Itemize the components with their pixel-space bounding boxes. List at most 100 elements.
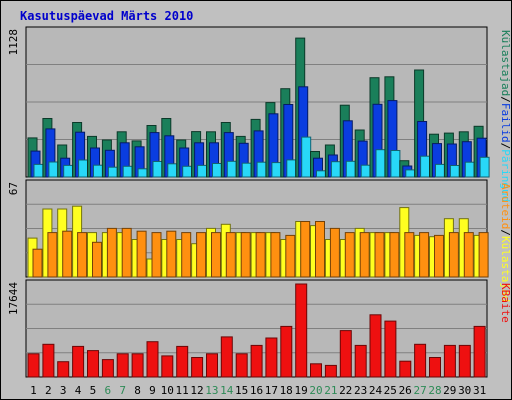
bar-kbaite-31 — [473, 325, 486, 378]
bar-kbaite-22 — [339, 330, 352, 378]
bar-päringud-16 — [256, 161, 267, 178]
x-tick-label-31: 31 — [473, 384, 486, 397]
bar-kbaite-23 — [354, 344, 367, 378]
x-tick-label-12: 12 — [190, 384, 203, 397]
bar-päringud-21 — [330, 161, 341, 178]
legend: KBaite — [499, 283, 512, 323]
bar-kbaite-16 — [250, 344, 263, 378]
x-tick-label-6: 6 — [104, 384, 111, 397]
bar-aruteid-24 — [374, 232, 385, 278]
bar-aruteid-8 — [136, 230, 147, 278]
legend-entry: Päringud — [499, 149, 512, 202]
bar-kbaite-20 — [310, 363, 322, 378]
bar-päringud-17 — [271, 162, 282, 178]
x-tick-label-30: 30 — [458, 384, 471, 397]
bar-aruteid-17 — [270, 232, 281, 278]
y-max-label: 17644 — [7, 282, 20, 315]
bar-kbaite-1 — [27, 353, 40, 378]
bar-päringud-13 — [212, 163, 222, 178]
bar-kbaite-18 — [280, 325, 293, 378]
bar-päringud-27 — [420, 155, 431, 178]
bar-kbaite-3 — [57, 361, 70, 378]
bar-aruteid-9 — [151, 232, 162, 278]
bar-aruteid-4 — [77, 232, 88, 278]
bar-päringud-31 — [479, 156, 490, 178]
bar-kbaite-7 — [116, 353, 129, 378]
bar-päringud-19 — [301, 136, 312, 178]
x-tick-label-17: 17 — [265, 384, 278, 397]
bar-päringud-12 — [197, 164, 208, 178]
bar-kbaite-13 — [206, 353, 218, 378]
bar-kbaite-8 — [131, 353, 144, 378]
legend: Aruteid/Külastajad — [499, 183, 512, 302]
y-max-label: 67 — [7, 182, 20, 195]
bar-aruteid-16 — [255, 232, 266, 278]
legend-entry: Külastajad — [499, 236, 512, 302]
chart-title: Kasutuspäevad Märts 2010 — [20, 9, 193, 23]
bar-päringud-15 — [241, 162, 252, 178]
bar-aruteid-3 — [62, 230, 73, 278]
bar-päringud-1 — [33, 163, 44, 178]
bar-kbaite-14 — [220, 336, 233, 378]
bar-aruteid-30 — [463, 232, 474, 278]
x-tick-label-23: 23 — [354, 384, 367, 397]
bar-kbaite-30 — [458, 344, 471, 378]
bar-päringud-5 — [93, 164, 103, 178]
bar-päringud-23 — [360, 164, 371, 178]
bar-aruteid-20 — [315, 221, 325, 278]
bar-kbaite-29 — [443, 344, 456, 378]
bar-kbaite-24 — [369, 314, 382, 378]
bar-päringud-28 — [435, 163, 445, 178]
bar-kbaite-15 — [235, 353, 248, 378]
bar-aruteid-29 — [448, 232, 459, 278]
bar-aruteid-27 — [419, 232, 430, 278]
x-tick-label-25: 25 — [384, 384, 397, 397]
legend-entry: KBaite — [499, 283, 512, 323]
x-tick-label-5: 5 — [90, 384, 97, 397]
bar-päringud-6 — [107, 166, 118, 178]
bar-aruteid-13 — [211, 232, 221, 278]
bar-kbaite-6 — [101, 359, 114, 378]
x-tick-label-2: 2 — [45, 384, 52, 397]
bar-päringud-24 — [375, 149, 386, 178]
bar-aruteid-11 — [181, 232, 192, 278]
x-tick-label-21: 21 — [324, 384, 337, 397]
x-tick-label-22: 22 — [339, 384, 352, 397]
bar-aruteid-1 — [32, 248, 43, 278]
x-tick-label-29: 29 — [443, 384, 456, 397]
x-tick-label-14: 14 — [220, 384, 234, 397]
legend-entry: / — [499, 143, 512, 150]
x-tick-label-18: 18 — [280, 384, 293, 397]
bar-aruteid-19 — [300, 221, 311, 278]
bar-aruteid-21 — [329, 227, 340, 278]
bar-päringud-7 — [122, 165, 133, 178]
x-tick-label-20: 20 — [309, 384, 322, 397]
bar-aruteid-12 — [196, 232, 207, 278]
bar-kbaite-26 — [399, 360, 412, 378]
x-tick-label-1: 1 — [30, 384, 37, 397]
bar-kbaite-10 — [161, 355, 174, 378]
x-tick-label-26: 26 — [399, 384, 412, 397]
x-tick-label-16: 16 — [250, 384, 263, 397]
bar-päringud-3 — [63, 164, 74, 178]
bar-kbaite-17 — [265, 337, 278, 378]
bar-päringud-20 — [316, 170, 326, 178]
x-tick-label-11: 11 — [175, 384, 188, 397]
bar-aruteid-15 — [240, 232, 251, 278]
bar-päringud-9 — [152, 161, 163, 178]
x-tick-label-8: 8 — [134, 384, 141, 397]
bar-kbaite-12 — [191, 357, 204, 378]
bar-kbaite-2 — [42, 343, 55, 378]
bar-aruteid-22 — [344, 232, 355, 278]
bar-päringud-22 — [345, 160, 356, 178]
bar-aruteid-2 — [47, 232, 58, 278]
legend-entry: Aruteid — [499, 183, 512, 229]
bar-aruteid-7 — [121, 227, 132, 278]
x-tick-label-4: 4 — [75, 384, 82, 397]
legend-entry: Külastajad — [499, 30, 512, 96]
bar-päringud-29 — [449, 165, 460, 178]
bar-kbaite-9 — [146, 341, 159, 378]
x-tick-label-3: 3 — [60, 384, 67, 397]
legend-entry: / — [499, 229, 512, 236]
x-tick-label-24: 24 — [369, 384, 383, 397]
